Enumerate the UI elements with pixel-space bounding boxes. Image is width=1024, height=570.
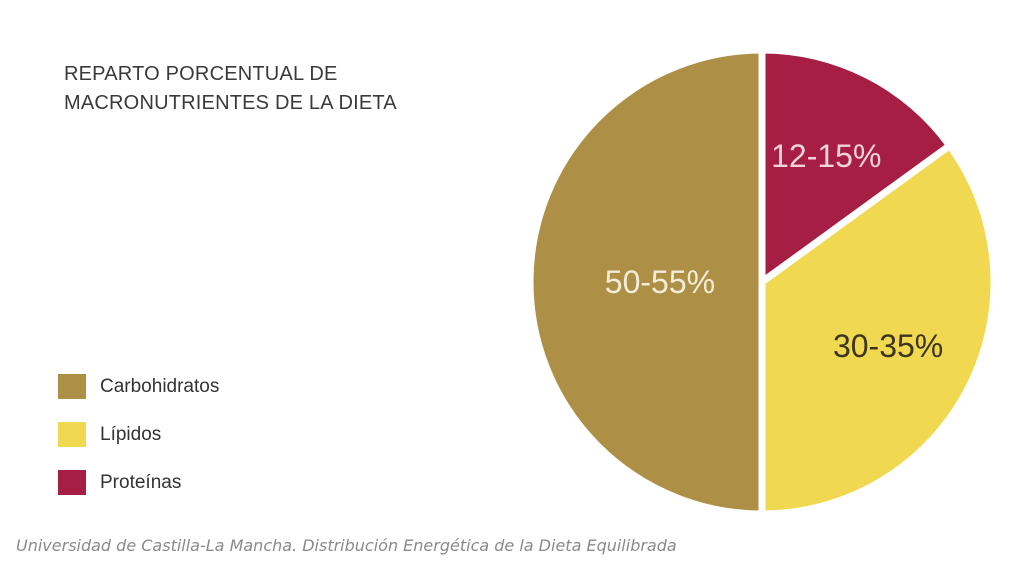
legend-swatch-lipidos: [58, 422, 86, 447]
pie-chart: 12-15% 30-35% 50-55%: [526, 46, 998, 518]
pie-slice-proteinas: [758, 46, 955, 289]
legend-item-carbohidratos: Carbohidratos: [58, 374, 219, 399]
pie-slice-carbohidratos: [526, 46, 766, 518]
pie-label-lipidos: 30-35%: [833, 328, 943, 364]
pie-label-carbohidratos: 50-55%: [605, 264, 715, 300]
pie-slice-lipidos: [758, 140, 998, 518]
pie-label-proteinas: 12-15%: [771, 138, 881, 174]
legend-label-proteinas: Proteínas: [100, 471, 182, 493]
legend-swatch-proteinas: [58, 470, 86, 495]
chart-title: REPARTO PORCENTUAL DE MACRONUTRIENTES DE…: [64, 60, 397, 118]
legend-label-carbohidratos: Carbohidratos: [100, 375, 220, 397]
chart-title-line-2: MACRONUTRIENTES DE LA DIETA: [64, 92, 397, 114]
legend-swatch-carbohidratos: [58, 374, 86, 399]
legend: Carbohidratos Lípidos Proteínas: [58, 374, 219, 518]
legend-item-lipidos: Lípidos: [58, 422, 219, 447]
chart-title-line-1: REPARTO PORCENTUAL DE: [64, 63, 338, 85]
source-caption: Universidad de Castilla-La Mancha. Distr…: [16, 536, 677, 555]
legend-item-proteinas: Proteínas: [58, 470, 219, 495]
legend-label-lipidos: Lípidos: [100, 423, 162, 445]
